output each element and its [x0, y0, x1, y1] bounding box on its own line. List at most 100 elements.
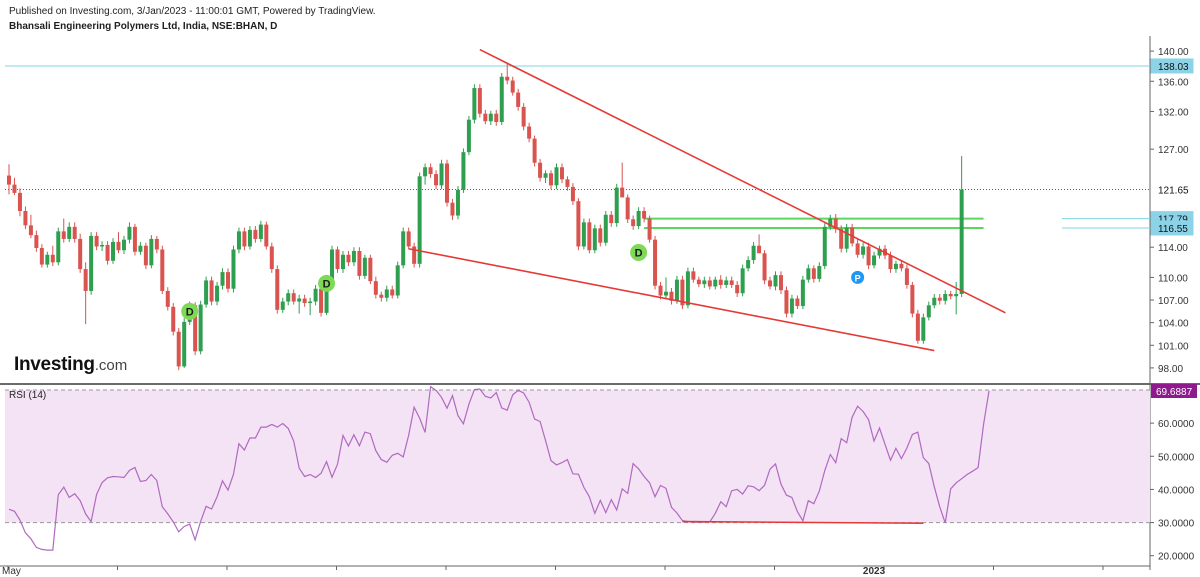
time-axis-label: 2023: [863, 566, 886, 577]
candle-body: [943, 293, 948, 301]
candle-body: [472, 88, 477, 120]
candle-body: [50, 254, 55, 263]
candle-body: [94, 235, 99, 247]
candle-body: [811, 268, 816, 279]
wedge-trendline: [479, 48, 1006, 314]
candle-body: [538, 162, 543, 178]
rsi-axis-label: 20.0000: [1158, 552, 1195, 563]
candle-body: [390, 289, 395, 296]
candle-body: [455, 189, 460, 216]
candle-body: [351, 250, 356, 263]
candle-body: [89, 235, 94, 291]
candle-body: [789, 298, 794, 314]
candle-body: [357, 250, 362, 276]
candle-body: [362, 257, 367, 276]
candle-body: [319, 288, 324, 313]
candle-body: [806, 268, 811, 280]
candle-body: [642, 211, 647, 219]
candle-body: [395, 265, 400, 296]
candle-body: [669, 291, 674, 301]
candle-body: [543, 173, 548, 178]
candle-body: [39, 247, 44, 265]
candle-body: [532, 138, 537, 163]
candle-body: [954, 293, 959, 297]
candle-body: [625, 197, 630, 220]
candle-body: [751, 245, 756, 261]
candle-body: [784, 290, 789, 314]
split-marker: [851, 270, 865, 284]
candle-body: [373, 281, 378, 295]
candle-body: [280, 301, 285, 310]
candle-body: [132, 226, 137, 252]
candle-body: [746, 260, 751, 269]
candle-body: [828, 218, 833, 227]
candle-body: [28, 225, 33, 236]
price-axis-label: 140.00: [1158, 47, 1189, 58]
candle-body: [406, 231, 411, 247]
rsi-pane: [5, 385, 1150, 551]
candle-body: [269, 246, 274, 270]
price-axis-label: 107.00: [1158, 296, 1189, 307]
price-axis-label: 110.00: [1158, 273, 1188, 284]
candle-body: [598, 228, 603, 243]
candle-body: [384, 289, 389, 298]
candle-body: [12, 184, 17, 193]
candle-body: [154, 238, 159, 250]
candle-body: [313, 288, 318, 302]
candle-body: [34, 235, 39, 248]
candle-body: [609, 214, 614, 224]
candle-body: [78, 238, 83, 270]
rsi-line: [8, 385, 990, 551]
candle-body: [926, 305, 931, 318]
candle-body: [554, 167, 559, 186]
candle-body: [346, 254, 351, 263]
candle-body: [258, 224, 263, 239]
candle-body: [893, 263, 898, 270]
candle-body: [67, 226, 72, 239]
price-badge-label: 116.55: [1158, 224, 1188, 235]
candle-body: [915, 313, 920, 341]
candle-body: [368, 257, 373, 282]
candle-body: [23, 211, 28, 226]
marker-label: D: [635, 247, 643, 259]
marker-label: D: [323, 278, 331, 290]
wedge-trendline: [408, 247, 935, 352]
candle-body: [888, 255, 893, 270]
candle-body: [308, 301, 313, 304]
investing-logo: Investing.com: [14, 354, 127, 376]
candle-body: [620, 187, 625, 198]
candle-body: [483, 113, 488, 122]
candle-body: [335, 249, 340, 270]
marker-label: P: [855, 273, 861, 283]
candle-body: [461, 152, 466, 190]
candle-body: [466, 119, 471, 153]
axis-layer: 140.00 136.00 132.00 127.00 114.00 110.00 107.…: [2, 47, 1197, 577]
time-axis-label: May: [2, 566, 21, 577]
candle-body: [83, 269, 88, 291]
rsi-support-line: [682, 520, 924, 525]
price-axis-label: 114.00: [1158, 243, 1188, 254]
candle-body: [559, 167, 564, 180]
candle-body: [735, 284, 740, 294]
candle-body: [674, 279, 679, 301]
candle-body: [302, 298, 307, 304]
candle-body: [297, 298, 302, 302]
candle-body: [773, 275, 778, 287]
candle-body: [138, 245, 143, 252]
chart-symbol-title: Bhansali Engineering Polymers Ltd, India…: [9, 21, 278, 32]
candle-body: [477, 88, 482, 114]
candle-body: [724, 280, 729, 285]
candle-body: [866, 246, 871, 266]
candle-body: [581, 222, 586, 247]
candle-body: [450, 202, 455, 216]
price-axis-label: 132.00: [1158, 107, 1189, 118]
candle-body: [105, 244, 110, 261]
candle-body: [116, 241, 121, 251]
candle-body: [778, 275, 783, 291]
candle-body: [423, 167, 428, 177]
candle-body: [417, 176, 422, 264]
candle-body: [220, 272, 225, 286]
candle-body: [494, 113, 499, 122]
candle-body: [800, 279, 805, 307]
